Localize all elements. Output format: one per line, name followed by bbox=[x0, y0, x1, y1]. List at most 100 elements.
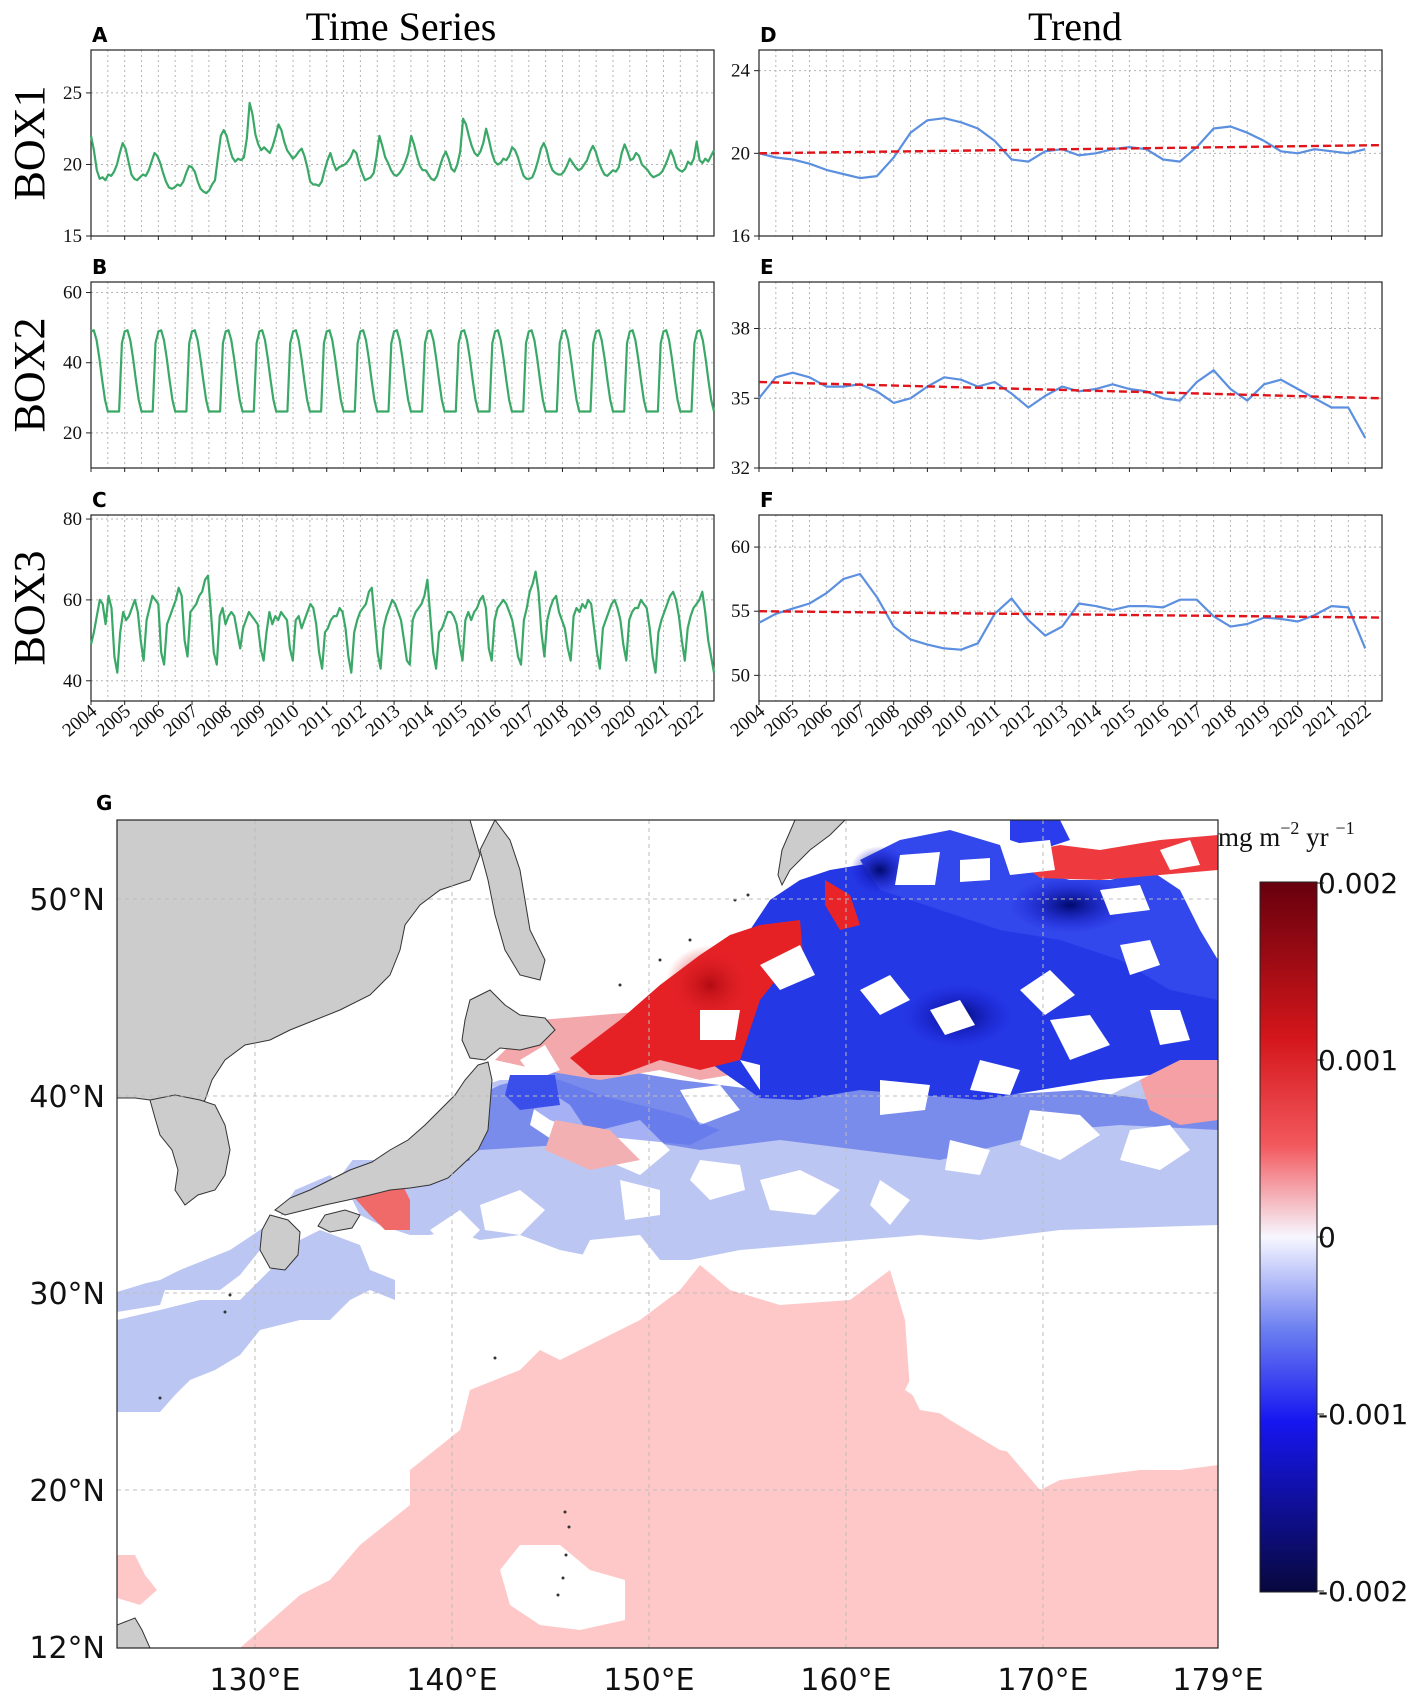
panel-frame bbox=[90, 514, 715, 702]
panel-F: 50 55 60 F bbox=[731, 488, 1383, 705]
series-line bbox=[89, 570, 716, 674]
ytick-label: 80 bbox=[63, 509, 82, 530]
panel-letter-C: C bbox=[92, 488, 107, 512]
map-y-axis: 50°N 40°N 30°N 20°N 12°N bbox=[29, 883, 105, 1666]
year-label: 2014 bbox=[1063, 700, 1106, 741]
year-label: 2012 bbox=[996, 701, 1039, 742]
map-white-hole-south bbox=[500, 1545, 625, 1630]
map-pink-small-west bbox=[545, 1120, 640, 1170]
colorbar-ticks: 0.002 0.001 0 -0.001 -0.002 bbox=[1317, 867, 1408, 1608]
panel-letter-A: A bbox=[92, 23, 108, 47]
panel-C: 40 60 80 C BOX3 bbox=[5, 488, 716, 705]
fit-line bbox=[758, 143, 1383, 155]
map-x-axis: 130°E 140°E 150°E 160°E 170°E 179°E bbox=[209, 1663, 1263, 1697]
year-label: 2018 bbox=[530, 701, 573, 742]
year-label: 2007 bbox=[828, 701, 871, 742]
colorbar-tick: -0.001 bbox=[1318, 1398, 1408, 1431]
trend-line bbox=[758, 572, 1367, 651]
ytick-label: 55 bbox=[731, 601, 750, 622]
year-label: 2017 bbox=[496, 701, 539, 742]
land-hokkaido bbox=[461, 989, 556, 1061]
land-sakhalin bbox=[479, 820, 546, 981]
map-area bbox=[117, 820, 1218, 1648]
year-label: 2009 bbox=[227, 701, 270, 742]
year-label: 2017 bbox=[1164, 701, 1207, 742]
ytick-label: 40 bbox=[63, 353, 82, 374]
year-label: 2015 bbox=[1097, 701, 1140, 742]
ytick-label: 15 bbox=[63, 226, 82, 247]
year-label: 2012 bbox=[328, 701, 371, 742]
year-label: 2011 bbox=[963, 701, 1005, 741]
unit-base: mg m bbox=[1218, 822, 1280, 852]
map-xtick: 150°E bbox=[603, 1663, 694, 1697]
unit-exp1: −2 bbox=[1280, 818, 1299, 838]
year-axis-left: 2004200520062007200820092010201120122013… bbox=[59, 700, 708, 741]
map-hotspot-kuril bbox=[665, 945, 755, 1025]
map-xtick: 160°E bbox=[800, 1663, 891, 1697]
land-taiwan-tip bbox=[117, 1617, 151, 1648]
colorbar-tick: -0.002 bbox=[1318, 1575, 1408, 1608]
year-label: 2008 bbox=[861, 701, 904, 742]
map-frame bbox=[116, 819, 1219, 1649]
colorbar-tick: 0.001 bbox=[1318, 1044, 1398, 1077]
year-label: 2008 bbox=[193, 701, 236, 742]
land-honshu bbox=[274, 1061, 493, 1216]
map-negative-small-west bbox=[505, 1075, 560, 1110]
land-korea bbox=[149, 1094, 231, 1206]
map-weak-negative-west bbox=[117, 1230, 395, 1412]
map-positive-south bbox=[240, 1265, 1218, 1648]
ylabel-C: BOX3 bbox=[5, 551, 54, 666]
map-xtick: 130°E bbox=[209, 1663, 300, 1697]
ytick-label: 32 bbox=[731, 458, 750, 479]
map-ytick: 12°N bbox=[29, 1631, 105, 1666]
panel-frame bbox=[90, 281, 715, 469]
ytick-label: 25 bbox=[63, 83, 82, 104]
header-time-series: Time Series bbox=[306, 4, 497, 49]
year-label: 2006 bbox=[126, 701, 169, 742]
map-ytick: 30°N bbox=[29, 1277, 105, 1312]
panel-frame bbox=[758, 49, 1383, 237]
ytick-label: 20 bbox=[63, 423, 82, 444]
year-label: 2019 bbox=[1232, 701, 1275, 742]
panel-letter-E: E bbox=[760, 255, 774, 279]
panel-frame bbox=[758, 281, 1383, 469]
panel-D: 16 20 24 D bbox=[731, 23, 1383, 247]
panel-letter-G: G bbox=[96, 791, 112, 815]
land-kamchatka bbox=[777, 820, 846, 887]
ytick-label: 20 bbox=[731, 143, 750, 164]
panel-letter-F: F bbox=[760, 488, 774, 512]
map-weak-negative-band bbox=[117, 1040, 1218, 1312]
colorbar-tick: 0 bbox=[1318, 1221, 1336, 1254]
ytick-label: 60 bbox=[63, 590, 82, 611]
panel-letter-D: D bbox=[760, 23, 777, 47]
year-label: 2010 bbox=[929, 701, 972, 742]
ytick-label: 38 bbox=[731, 319, 750, 340]
year-label: 2011 bbox=[295, 701, 337, 741]
panel-letter-B: B bbox=[92, 255, 107, 279]
year-axis-right: 2004200520062007200820092010201120122013… bbox=[727, 700, 1376, 741]
series-line bbox=[89, 101, 715, 195]
land-shikoku bbox=[317, 1209, 361, 1233]
map-ytick: 50°N bbox=[29, 883, 105, 918]
year-label: 2007 bbox=[160, 701, 203, 742]
panel-A: 15 20 25 A BOX1 bbox=[5, 23, 715, 247]
map-xtick: 140°E bbox=[406, 1663, 497, 1697]
year-label: 2006 bbox=[794, 701, 837, 742]
line-panels: 15 20 25 A BOX1 20 40 60 B BOX2 40 60 80 C BOX3 16 20 24 D… bbox=[5, 23, 1383, 705]
year-label: 2018 bbox=[1198, 701, 1241, 742]
map-white-gap-west bbox=[215, 1380, 315, 1440]
panel-frame bbox=[90, 49, 715, 237]
year-label: 2020 bbox=[1265, 701, 1308, 742]
series-line bbox=[90, 329, 716, 413]
ytick-label: 60 bbox=[63, 283, 82, 304]
colorbar-gradient bbox=[1259, 881, 1318, 1593]
map-positive-sw bbox=[117, 1555, 157, 1605]
year-label: 2010 bbox=[261, 701, 304, 742]
ytick-label: 60 bbox=[731, 537, 750, 558]
year-label: 2022 bbox=[665, 701, 708, 742]
panel-B: 20 40 60 B BOX2 bbox=[5, 255, 716, 472]
year-label: 2019 bbox=[564, 701, 607, 742]
map-xtick: 179°E bbox=[1172, 1663, 1263, 1697]
ytick-label: 16 bbox=[731, 226, 750, 247]
ytick-label: 24 bbox=[731, 61, 751, 82]
